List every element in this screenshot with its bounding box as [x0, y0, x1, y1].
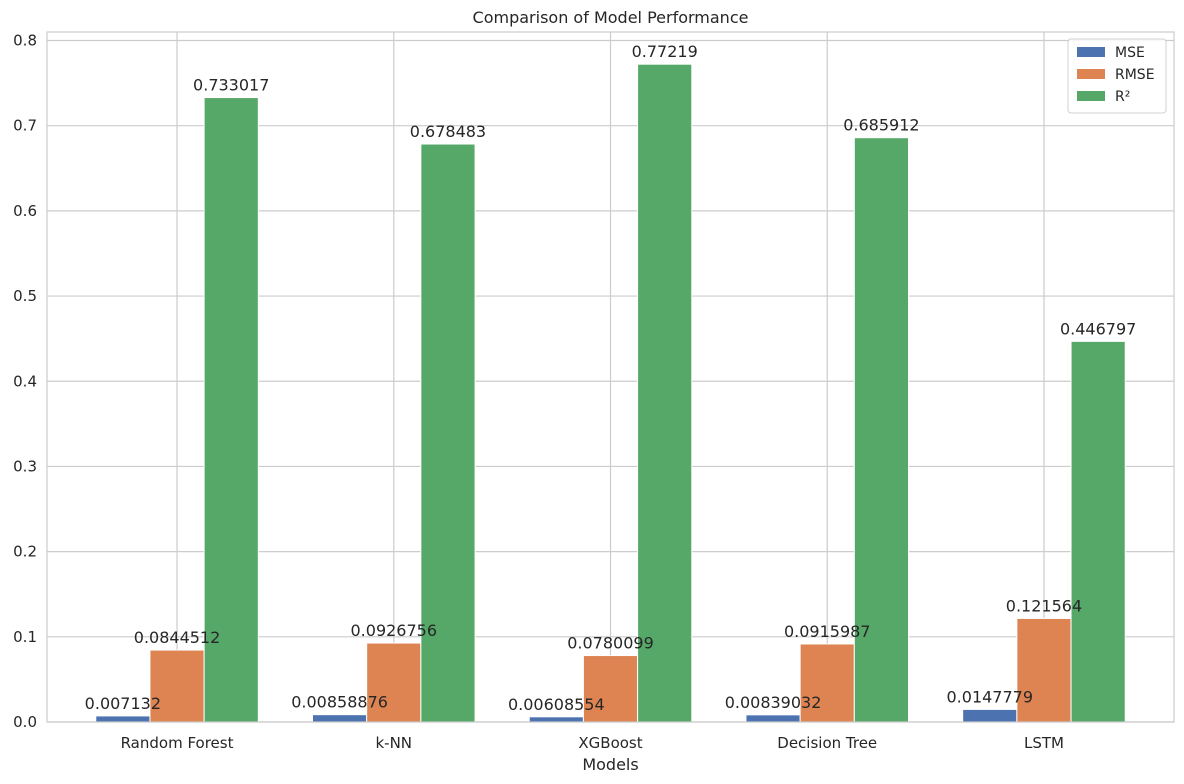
- bar-mse-4: [962, 708, 1018, 723]
- x-axis-label: Models: [582, 755, 638, 774]
- bar-r-0: [203, 97, 259, 723]
- bar-mse-0: [95, 715, 151, 723]
- bar-value-label: 0.77219: [632, 42, 698, 61]
- plot-frame: [46, 31, 1175, 723]
- y-tick-label: 0.1: [13, 628, 37, 646]
- bar-value-label: 0.0915987: [784, 622, 871, 641]
- bar-value-label: 0.0780099: [567, 634, 654, 653]
- bar-value-label: 0.685912: [843, 116, 919, 135]
- bar-value-label: 0.00858876: [291, 693, 388, 712]
- bar-r-4: [1070, 340, 1126, 723]
- bar-mse-2: [528, 716, 584, 723]
- legend-swatch: [1077, 47, 1105, 57]
- bar-r-2: [637, 63, 693, 723]
- x-tick-label: Random Forest: [121, 734, 234, 752]
- legend-swatch: [1077, 91, 1105, 101]
- y-tick-label: 0.5: [13, 287, 37, 305]
- x-tick-labels: Random Forest k-NN XGBoost Decision Tree LST…: [121, 734, 1064, 752]
- bar-r-1: [420, 143, 476, 723]
- legend-swatch: [1077, 69, 1105, 79]
- y-tick-label: 0.8: [13, 32, 37, 50]
- bar-value-label: 0.0926756: [351, 621, 438, 640]
- y-tick-labels: 0.0 0.1 0.2 0.3 0.4 0.5 0.6 0.7 0.8: [13, 32, 37, 731]
- x-tick-label: k-NN: [375, 734, 412, 752]
- x-tick-label: LSTM: [1024, 734, 1064, 752]
- bars: [95, 63, 1126, 723]
- x-tick-label: Decision Tree: [777, 734, 877, 752]
- y-tick-label: 0.0: [13, 713, 37, 731]
- legend-label: MSE: [1115, 45, 1145, 61]
- legend: MSE RMSE R²: [1067, 38, 1167, 114]
- y-tick-label: 0.4: [13, 372, 37, 390]
- bar-mse-3: [745, 714, 801, 723]
- x-tick-label: XGBoost: [578, 734, 642, 752]
- bar-value-label: 0.121564: [1006, 596, 1082, 615]
- bar-value-label: 0.0844512: [134, 628, 221, 647]
- y-tick-label: 0.3: [13, 457, 37, 475]
- y-tick-label: 0.6: [13, 202, 37, 220]
- bar-value-label: 0.678483: [410, 122, 486, 141]
- bar-value-label: 0.00839032: [725, 693, 822, 712]
- legend-label: RMSE: [1115, 67, 1155, 83]
- bar-r-3: [853, 137, 910, 723]
- bar-value-label: 0.00608554: [508, 695, 605, 714]
- y-tick-label: 0.2: [13, 543, 37, 561]
- bar-value-label: 0.733017: [193, 76, 269, 95]
- chart-title: Comparison of Model Performance: [473, 8, 749, 27]
- bar-value-label: 0.007132: [85, 694, 161, 713]
- bar-rmse-0: [149, 649, 205, 723]
- bar-mse-1: [311, 714, 368, 723]
- bar-rmse-1: [366, 642, 422, 723]
- bar-value-label: 0.446797: [1060, 319, 1136, 338]
- legend-label: R²: [1115, 89, 1130, 105]
- bar-value-label: 0.0147779: [947, 687, 1034, 706]
- bar-labels: 0.007132 0.00858876 0.00608554 0.00839032 0.…: [85, 42, 1137, 714]
- bar-rmse-4: [1016, 617, 1072, 723]
- y-tick-label: 0.7: [13, 117, 37, 135]
